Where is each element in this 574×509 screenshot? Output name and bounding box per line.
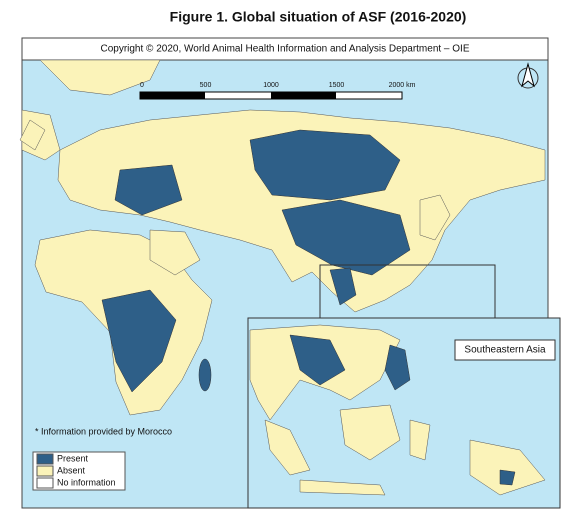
scale-label: 1500: [329, 82, 345, 89]
present-africa: [101, 289, 177, 393]
present-indochina: [329, 267, 357, 306]
scale-bar-segment: [271, 92, 336, 99]
copyright-bar: [21, 37, 549, 61]
legend: Present Absent No information: [36, 453, 116, 489]
present-madagascar: [198, 358, 212, 392]
inset-sulawesi: [409, 419, 431, 461]
copyright: Copyright © 2020, World Animal Health In…: [100, 44, 469, 55]
inset-sumatra: [264, 419, 311, 476]
inset-label: Southeastern Asia: [464, 345, 546, 356]
legend-label: No information: [57, 477, 116, 487]
legend-label: Absent: [57, 465, 86, 475]
inset-present-philippines: [384, 344, 411, 391]
present-russia: [249, 129, 401, 201]
inset-present-vietnam: [289, 334, 346, 386]
inset-new-guinea: [469, 439, 546, 496]
scale-label: 2000 km: [389, 82, 416, 89]
legend-swatch: [36, 477, 54, 489]
scale-label: 500: [200, 82, 212, 89]
greenland: [39, 59, 161, 96]
inset-java: [299, 479, 386, 496]
inset-borneo: [339, 404, 401, 461]
legend-swatch: [36, 453, 54, 465]
uk: [19, 119, 46, 151]
inset-label-box: [454, 339, 556, 361]
note: * Information provided by Morocco: [35, 426, 172, 436]
scale-bar-segment: [140, 92, 205, 99]
present-europe: [114, 164, 183, 216]
scale-bar: 0 500 1000 1500 2000 km: [139, 82, 416, 100]
legend-swatch: [36, 465, 54, 477]
japan-korea: [419, 194, 451, 241]
middle-east: [149, 229, 201, 276]
world-map: [19, 59, 546, 416]
north-arrow-head: [521, 62, 535, 88]
inset-present-png: [499, 469, 516, 486]
legend-label: Present: [57, 453, 89, 463]
present-china: [281, 199, 411, 276]
inset-map: Southeastern Asia: [247, 317, 561, 509]
figure-title: Figure 1. Global situation of ASF (2016-…: [170, 9, 467, 25]
scale-label: 1000: [263, 82, 279, 89]
north-arrow: [517, 62, 539, 89]
scale-label: 0: [140, 82, 144, 89]
